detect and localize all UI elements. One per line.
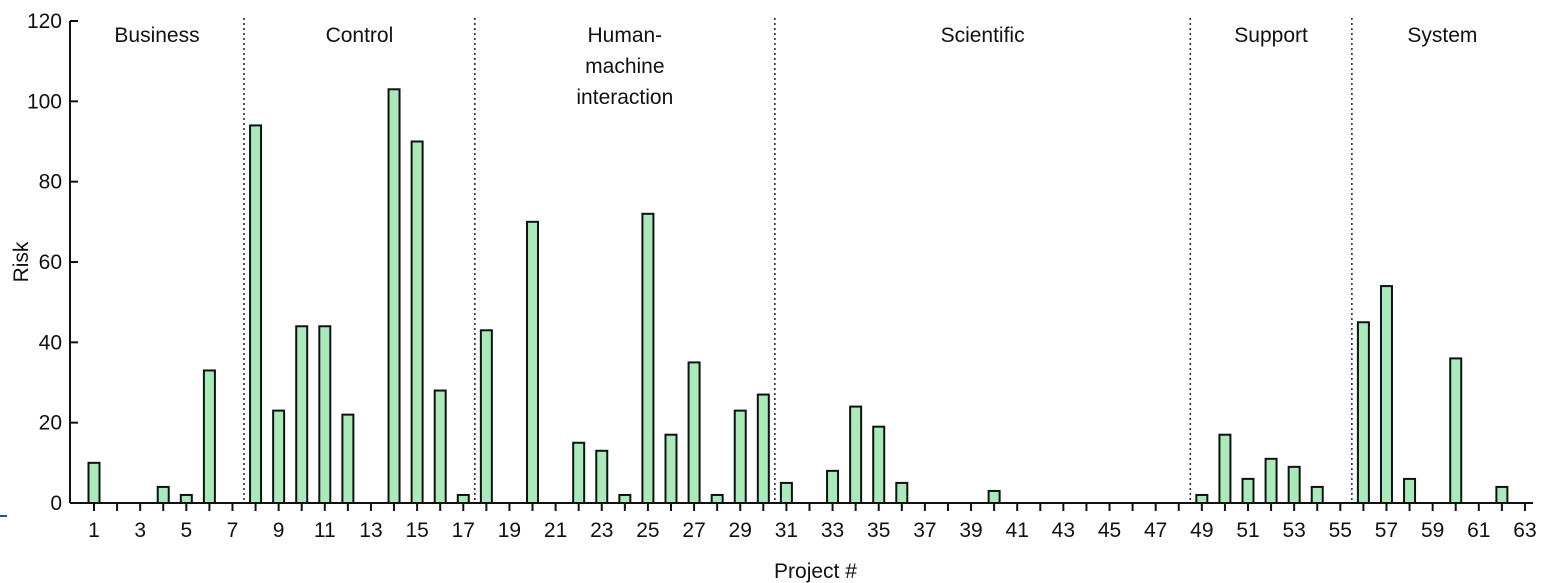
category-label: Support [1234, 24, 1308, 47]
x-tick-label: 43 [1052, 519, 1075, 542]
bar [1310, 485, 1324, 504]
bar [595, 449, 609, 504]
y-tick-label: 100 [27, 90, 62, 113]
y-tick-label: 40 [39, 331, 62, 354]
bar [179, 493, 193, 505]
x-tick-label: 21 [544, 519, 567, 542]
x-tick-label: 55 [1329, 519, 1352, 542]
y-ticks: 0 20 40 60 80 100 120 [27, 10, 78, 515]
x-tick-label: 59 [1421, 519, 1444, 542]
x-tick-label: 37 [913, 519, 936, 542]
bar [1449, 357, 1463, 504]
category-label: Business [114, 24, 199, 47]
bar [664, 433, 678, 505]
x-tick-label: 35 [867, 519, 890, 542]
bar [710, 493, 724, 505]
bar [1218, 433, 1232, 505]
x-tick-label: 1 [88, 519, 100, 542]
x-tick-label: 49 [1190, 519, 1213, 542]
bar [1495, 485, 1509, 504]
bar [156, 485, 170, 504]
x-tick-label: 27 [682, 519, 705, 542]
x-axis-label: Project # [774, 560, 857, 583]
bar [733, 409, 747, 504]
x-tick-label: 51 [1236, 519, 1259, 542]
x-tick-label: 25 [636, 519, 659, 542]
bar [756, 393, 770, 504]
bar [895, 481, 909, 504]
bar [572, 441, 586, 504]
x-tick-label: 23 [590, 519, 613, 542]
category-label: Scientific [941, 24, 1025, 47]
category-label: Control [326, 24, 394, 47]
bars [87, 88, 1509, 505]
bar [87, 461, 101, 505]
bar [272, 409, 286, 504]
bar [1356, 321, 1370, 504]
x-tick-label: 53 [1282, 519, 1305, 542]
x-tick-label: 9 [273, 519, 285, 542]
x-tick-label: 39 [959, 519, 982, 542]
bar [1264, 457, 1278, 505]
x-tick-label: 3 [134, 519, 146, 542]
bar [641, 212, 655, 505]
bar [687, 361, 701, 504]
group-dividers [243, 18, 1353, 503]
y-tick-label: 80 [39, 171, 62, 194]
bar [318, 325, 332, 504]
x-tick-label: 57 [1375, 519, 1398, 542]
y-tick-label: 60 [39, 251, 62, 274]
category-labels: Business Control Human-machine interaction S… [114, 24, 1477, 109]
x-tick-label: 31 [775, 519, 798, 542]
bar [479, 329, 493, 504]
bar [526, 220, 540, 504]
bar [1195, 493, 1209, 505]
bar [202, 369, 216, 505]
bar [872, 425, 886, 504]
y-tick-label: 120 [27, 10, 62, 33]
axes [69, 21, 1533, 504]
bar [456, 493, 470, 505]
x-tick-label: 29 [729, 519, 752, 542]
x-tick-label: 11 [314, 519, 336, 542]
bar [295, 325, 309, 504]
bar [387, 88, 401, 505]
bar [341, 413, 355, 504]
bar [1287, 465, 1301, 505]
x-tick-label: 13 [359, 519, 382, 542]
x-tick-label: 63 [1513, 519, 1536, 542]
bar [779, 481, 793, 504]
y-tick-label: 20 [39, 412, 62, 435]
x-tick-label: 33 [821, 519, 844, 542]
y-tick-label: 0 [50, 492, 62, 515]
x-ticks: 1 3 5 7 9 11 13 15 17 19 21 23 25 27 29 31 33 35 37 39 41 43 4… [88, 503, 1537, 542]
category-label: System [1407, 24, 1477, 47]
x-tick-label: 41 [1006, 519, 1029, 542]
x-tick-label: 15 [405, 519, 428, 542]
x-tick-label: 45 [1098, 519, 1121, 542]
bar [618, 493, 632, 505]
bar [987, 489, 1001, 505]
bar [1403, 477, 1417, 504]
x-tick-label: 7 [227, 519, 239, 542]
bar [410, 140, 424, 504]
bar [1379, 285, 1393, 504]
bar [433, 389, 447, 504]
bar [249, 124, 263, 505]
bar [826, 469, 840, 505]
category-label: Human-machine interaction [576, 24, 673, 109]
bar [849, 405, 863, 505]
x-tick-label: 17 [452, 519, 475, 542]
bar [1241, 477, 1255, 504]
x-tick-label: 19 [498, 519, 521, 542]
y-axis-label: Risk [10, 241, 33, 282]
x-tick-label: 47 [1144, 519, 1167, 542]
x-tick-label: 5 [180, 519, 192, 542]
x-tick-label: 61 [1467, 519, 1490, 542]
